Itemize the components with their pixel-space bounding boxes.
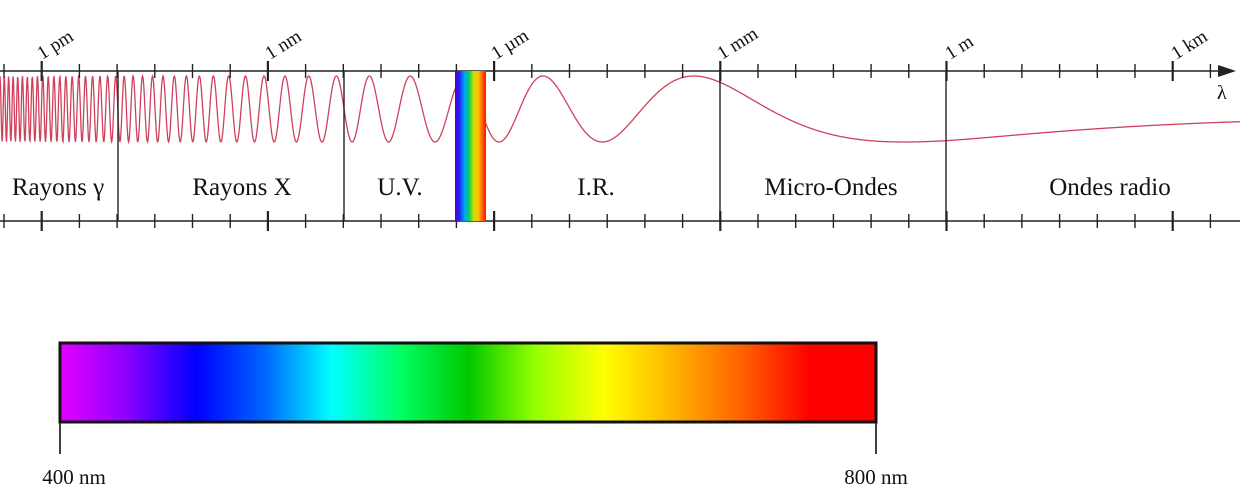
band-label-gamma: Rayons γ (12, 174, 104, 201)
tick-label-1km: 1 km (1168, 26, 1212, 64)
visible-band-strip (455, 71, 486, 221)
range-label-max: 800 nm (844, 465, 908, 489)
tick-label-1nm: 1 nm (262, 26, 306, 64)
visible-spectrum-bar (58, 341, 878, 424)
tick-label-1m: 1 m (942, 31, 978, 64)
wave-curve (0, 73, 1240, 145)
band-label-microwave: Micro-Ondes (764, 174, 897, 201)
tick-label-1mm: 1 mm (714, 23, 762, 64)
tick-label-1um: 1 µm (488, 25, 533, 64)
tick-label-1pm: 1 pm (34, 26, 78, 64)
band-label-uv: U.V. (377, 174, 422, 201)
tick-marks (3, 61, 1212, 231)
band-label-radio: Ondes radio (1049, 174, 1171, 201)
band-label-ir: I.R. (577, 174, 615, 201)
band-dividers (117, 71, 947, 221)
range-label-min: 400 nm (42, 465, 106, 489)
axis-arrowhead (1218, 65, 1236, 77)
lambda-symbol: λ (1217, 82, 1227, 104)
band-label-xray: Rayons X (192, 174, 291, 201)
